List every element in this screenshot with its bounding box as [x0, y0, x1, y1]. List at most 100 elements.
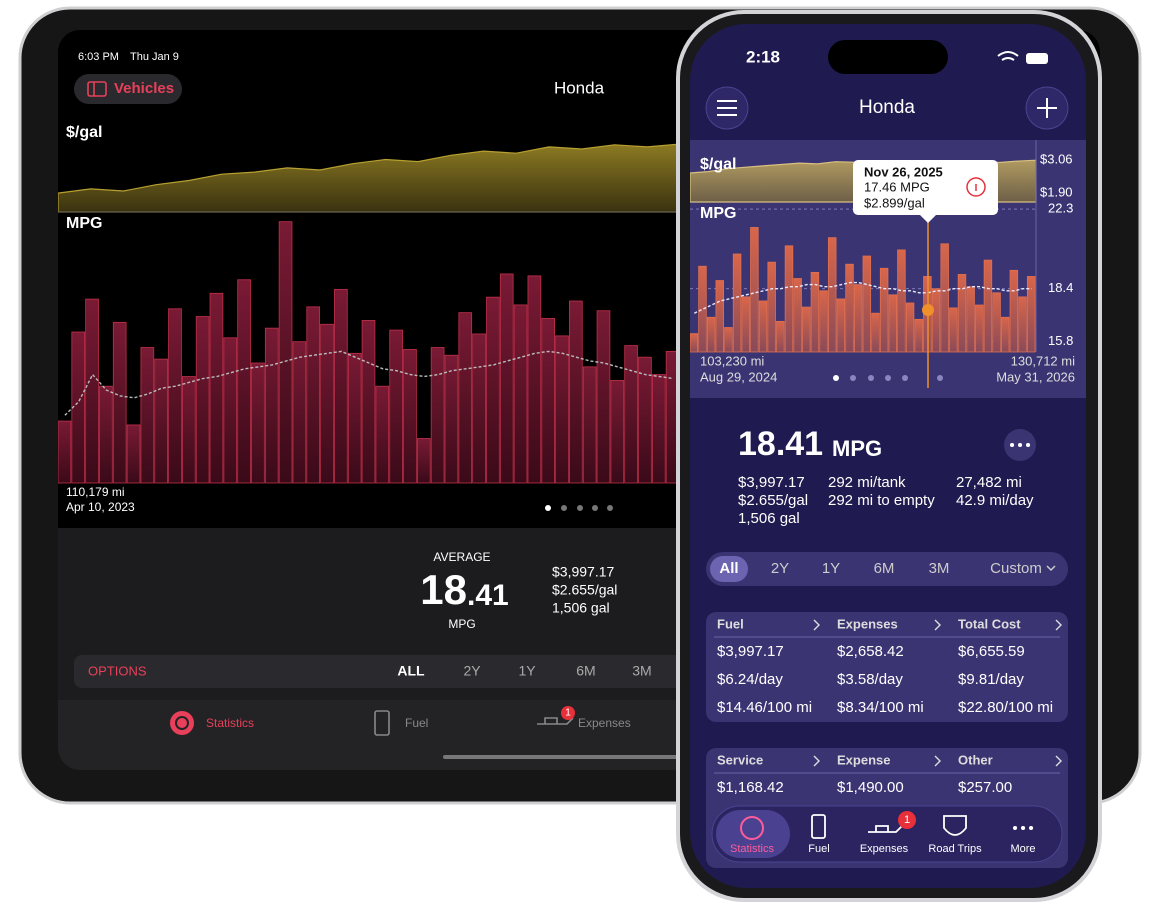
bar	[541, 318, 555, 484]
selection-dot	[922, 304, 934, 316]
range-option[interactable]: 6M	[874, 560, 895, 577]
expenses-icon[interactable]	[868, 825, 903, 833]
chevron	[1055, 755, 1062, 767]
price-label: $/gal	[66, 124, 102, 141]
expenses-icon[interactable]	[537, 717, 574, 725]
vehicles-label[interactable]: Vehicles	[114, 80, 174, 97]
stat: $3,997.17	[552, 564, 614, 580]
bar	[140, 347, 155, 484]
bar	[99, 385, 113, 484]
range-option[interactable]: 1Y	[822, 560, 840, 577]
average-unit: MPG	[832, 436, 882, 461]
tab-label[interactable]: More	[1010, 843, 1035, 855]
tab-label[interactable]: Fuel	[405, 716, 428, 730]
bar	[582, 366, 597, 484]
tab-label[interactable]: Road Trips	[928, 843, 982, 855]
table-cell: $6,655.59	[958, 643, 1025, 660]
range-option[interactable]: 3M	[632, 663, 651, 679]
table-cell: $3.58/day	[837, 671, 903, 688]
bar	[264, 327, 279, 484]
range-option[interactable]: 1Y	[518, 663, 536, 679]
bar	[992, 292, 1001, 353]
range-option[interactable]: ALL	[397, 663, 425, 679]
expense-table-cells: Service Expense Other $1,168.42 $1,490.00 $25…	[717, 752, 1062, 796]
bar	[375, 385, 390, 484]
y-tick-label: $3.06	[1040, 151, 1073, 166]
cost-table-cells: Fuel Expenses Total Cost $3,997.17 $2,658.42…	[717, 616, 1062, 716]
menu-icon	[717, 100, 737, 116]
stat: 27,482 mi	[956, 474, 1022, 491]
bar	[651, 374, 666, 484]
info-icon[interactable]	[966, 177, 986, 197]
bar	[334, 289, 348, 484]
page-dots	[833, 375, 943, 381]
table-header: Total Cost	[958, 616, 1021, 631]
options-label[interactable]: OPTIONS	[88, 663, 147, 678]
table-cell: $257.00	[958, 779, 1012, 796]
tab-label[interactable]: Expenses	[860, 843, 909, 855]
bar	[698, 265, 707, 353]
stat: 292 mi to empty	[828, 492, 935, 509]
bar	[472, 333, 486, 484]
bar	[914, 318, 923, 353]
bar	[741, 296, 750, 353]
mpg-chart	[58, 221, 680, 484]
average-caption: AVERAGE	[433, 550, 490, 564]
average-whole: 18	[420, 566, 467, 613]
battery-icon	[1026, 53, 1048, 64]
y-tick-label: 15.8	[1048, 333, 1073, 348]
bar	[690, 333, 699, 353]
tab-label[interactable]: Fuel	[808, 843, 829, 855]
price-chart	[58, 143, 681, 213]
bar	[879, 267, 889, 353]
table-cell: $3,997.17	[717, 643, 784, 660]
page-dot	[833, 375, 839, 381]
statistics-icon[interactable]	[740, 816, 764, 840]
tab-label[interactable]: Expenses	[578, 716, 631, 730]
bar	[251, 362, 265, 484]
bar	[85, 298, 99, 484]
road-trips-icon[interactable]	[943, 815, 967, 836]
bar	[767, 261, 776, 353]
fuel-icon[interactable]	[811, 814, 826, 839]
bar	[555, 335, 569, 484]
price-label: $/gal	[700, 156, 736, 173]
bar	[403, 349, 417, 484]
tab-label[interactable]: Statistics	[730, 843, 775, 855]
table-header: Expenses	[837, 616, 898, 631]
range-option[interactable]: Custom	[990, 560, 1042, 577]
stat: 1,506 gal	[552, 600, 610, 616]
stat: $2.655/gal	[738, 492, 808, 509]
range-option[interactable]: 2Y	[771, 560, 789, 577]
table-cell: $2,658.42	[837, 643, 904, 660]
tab-label[interactable]: Statistics	[206, 716, 254, 730]
bar	[444, 354, 459, 484]
fuel-icon[interactable]	[374, 710, 390, 736]
chevron	[813, 755, 820, 767]
range-option[interactable]: 6M	[576, 663, 595, 679]
table-cell: $14.46/100 mi	[717, 699, 812, 716]
bar	[416, 438, 431, 484]
statistics-icon[interactable]	[170, 711, 194, 735]
y-tick-label: 18.4	[1048, 280, 1073, 295]
bar	[802, 306, 811, 353]
bar	[1001, 316, 1010, 353]
bar	[168, 308, 182, 484]
bar	[1009, 269, 1019, 353]
bar	[320, 323, 334, 484]
price-area	[58, 143, 681, 213]
bar	[1018, 296, 1027, 353]
range-option[interactable]: All	[719, 560, 738, 577]
range-option[interactable]: 2Y	[463, 663, 481, 679]
range-option[interactable]: 3M	[929, 560, 950, 577]
bar	[486, 296, 500, 484]
bar	[513, 304, 528, 484]
bar	[793, 278, 802, 353]
end-date: May 31, 2026	[996, 369, 1075, 384]
mpg-label: MPG	[66, 215, 102, 232]
table-header: Service	[717, 752, 763, 767]
sidebar-icon	[87, 81, 107, 97]
bar	[871, 312, 880, 353]
cost-table	[706, 612, 1068, 722]
